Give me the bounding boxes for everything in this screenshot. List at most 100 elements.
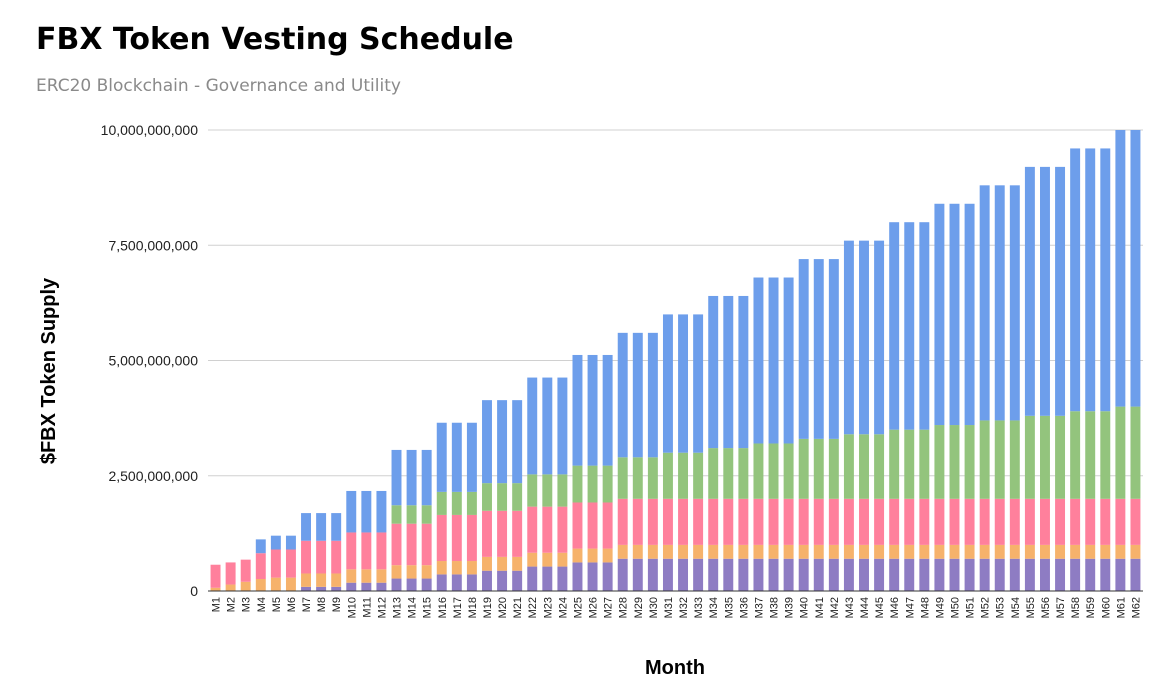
bar-segment xyxy=(466,574,477,591)
bar-segment xyxy=(617,332,628,458)
x-tick-label: M47 xyxy=(904,597,916,618)
bar-segment xyxy=(1055,415,1066,499)
bar-segment xyxy=(647,558,658,591)
x-tick-label: M60 xyxy=(1100,597,1112,618)
bar-segment xyxy=(1130,130,1141,407)
bar-segment xyxy=(346,569,357,583)
x-tick-label: M49 xyxy=(934,597,946,618)
bar-segment xyxy=(828,498,839,545)
bar-segment xyxy=(994,185,1005,421)
bar-segment xyxy=(361,569,372,583)
bar-segment xyxy=(632,558,643,591)
bar-segment xyxy=(919,558,930,591)
bar-segment xyxy=(647,498,658,545)
x-tick-label: M25 xyxy=(572,597,584,618)
bar-segment xyxy=(361,582,372,591)
x-tick-label: M35 xyxy=(723,597,735,618)
bar-segment xyxy=(723,544,734,559)
x-tick-label: M48 xyxy=(919,597,931,618)
bar-segment xyxy=(602,502,613,549)
bar-segment xyxy=(482,510,492,557)
bar-segment xyxy=(527,474,538,507)
bar-segment xyxy=(557,474,568,507)
bar-segment xyxy=(1130,544,1141,559)
bar-segment xyxy=(436,574,447,591)
bar-segment xyxy=(240,581,251,591)
x-tick-label: M23 xyxy=(542,597,554,618)
bar-segment xyxy=(904,544,915,559)
bar-segment xyxy=(798,558,809,591)
bar-segment xyxy=(1009,420,1020,499)
bar-segment xyxy=(1024,498,1035,545)
bar-segment xyxy=(964,203,975,426)
x-tick-label: M40 xyxy=(799,597,811,618)
bar-segment xyxy=(572,502,583,549)
bar-segment xyxy=(527,552,538,567)
bar-segment xyxy=(949,425,960,499)
bar-segment xyxy=(225,584,236,591)
bar-segment xyxy=(1024,166,1035,416)
bar-segment xyxy=(587,548,598,563)
bar-segment xyxy=(828,259,839,439)
bar-segment xyxy=(421,578,432,591)
bar-segment xyxy=(859,434,869,499)
bar-segment xyxy=(617,558,628,591)
bar-segment xyxy=(542,377,553,475)
bar-segment xyxy=(1070,411,1081,499)
bar-segment xyxy=(346,490,357,533)
bar-segment xyxy=(798,498,809,545)
bar-segment xyxy=(964,544,975,559)
bar-segment xyxy=(572,465,583,503)
bar-segment xyxy=(331,513,342,541)
bar-segment xyxy=(828,544,839,559)
bar-segment xyxy=(1070,148,1081,412)
y-tick-label: 10,000,000,000 xyxy=(101,122,199,138)
bar-segment xyxy=(859,558,869,591)
x-tick-label: M19 xyxy=(482,597,494,618)
bar-segment xyxy=(391,505,402,524)
bar-segment xyxy=(768,277,779,444)
bar-segment xyxy=(255,579,266,591)
bar-segment xyxy=(678,314,689,453)
bar-segment xyxy=(919,498,930,545)
bar-segment xyxy=(1100,544,1111,559)
bar-segment xyxy=(557,566,568,591)
bar-segment xyxy=(813,544,824,559)
bar-segment xyxy=(934,498,945,545)
bar-segment xyxy=(708,295,719,449)
bar-segment xyxy=(738,295,749,449)
x-tick-label: M31 xyxy=(663,597,675,618)
x-tick-label: M55 xyxy=(1025,597,1037,618)
x-tick-label: M15 xyxy=(422,597,434,618)
bar-segment xyxy=(708,558,719,591)
bar-segment xyxy=(753,498,764,545)
bar-segment xyxy=(904,498,915,545)
bar-segment xyxy=(859,240,869,435)
bar-segment xyxy=(436,491,447,515)
bar-segment xyxy=(813,259,824,439)
bar-segment xyxy=(693,314,704,453)
bar-segment xyxy=(1085,148,1096,412)
bar-segment xyxy=(482,483,492,511)
bar-segment xyxy=(542,552,553,567)
bar-segment xyxy=(602,548,613,563)
bar-segment xyxy=(768,443,779,499)
bar-segment xyxy=(678,558,689,591)
x-tick-label: M54 xyxy=(1010,597,1022,618)
bar-segment xyxy=(301,540,311,574)
bar-segment xyxy=(512,570,523,591)
bar-segment xyxy=(482,400,492,484)
bar-segment xyxy=(919,222,930,430)
bar-segment xyxy=(316,513,327,541)
x-tick-label: M12 xyxy=(376,597,388,618)
bar-segment xyxy=(1055,558,1066,591)
bar-segment xyxy=(632,332,643,458)
bar-segment xyxy=(1024,558,1035,591)
bar-segment xyxy=(482,556,492,571)
x-tick-label: M57 xyxy=(1055,597,1067,618)
bar-segment xyxy=(693,558,704,591)
bar-segment xyxy=(979,420,990,499)
bar-segment xyxy=(828,558,839,591)
x-tick-label: M17 xyxy=(452,597,464,618)
x-tick-label: M37 xyxy=(753,597,765,618)
